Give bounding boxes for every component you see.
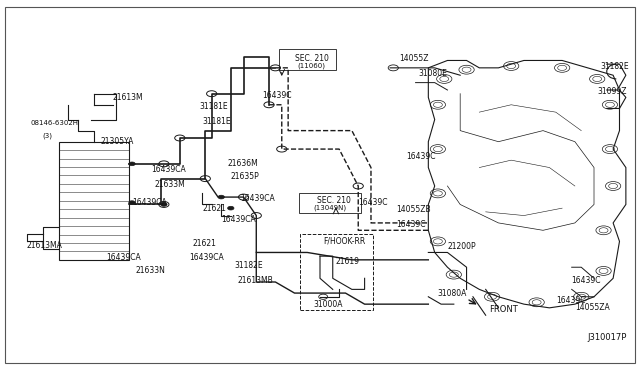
Text: 16439C: 16439C [396,220,426,229]
Text: 31080E: 31080E [419,69,447,78]
Text: 16439C: 16439C [358,198,388,207]
Text: 31000A: 31000A [314,300,343,309]
Text: 21636M: 21636M [228,159,259,169]
Bar [300,234,373,310]
Text: 16439C: 16439C [572,276,601,285]
Text: 31181E: 31181E [202,117,231,126]
Text: 16439CA: 16439CA [221,215,256,224]
Circle shape [129,201,135,205]
Text: J310017P: J310017P [588,333,627,342]
Text: 08146-6302H: 08146-6302H [30,120,78,126]
Text: (3): (3) [43,133,53,140]
Text: 31181E: 31181E [199,102,228,111]
Text: 21621: 21621 [202,203,226,213]
Text: 21633N: 21633N [135,266,165,275]
Text: 16439C: 16439C [262,91,292,100]
Text: 31182E: 31182E [600,61,629,71]
Text: 21613M: 21613M [113,93,143,102]
Text: 21635P: 21635P [231,172,260,181]
Circle shape [129,162,135,166]
Text: 31080A: 31080A [438,289,467,298]
Text: (13049N): (13049N) [314,205,347,211]
Text: 16439CA: 16439CA [189,253,224,263]
Text: 21621: 21621 [193,239,216,248]
Text: (11060): (11060) [298,63,326,69]
Bar [278,49,336,70]
Text: 21305YA: 21305YA [100,137,134,146]
Text: 21633M: 21633M [154,180,185,189]
Text: 14055Z: 14055Z [399,54,429,63]
Text: 16439CA: 16439CA [151,165,186,174]
Text: 16439C: 16439C [556,296,585,305]
Text: 31099Z: 31099Z [597,87,627,96]
Text: 21619: 21619 [336,257,360,266]
Bar [299,193,362,213]
Text: 31182E: 31182E [234,261,262,270]
Text: 21613MA: 21613MA [27,241,63,250]
Text: 16439CA: 16439CA [106,253,141,263]
Bar [59,142,129,260]
Text: 16439CA: 16439CA [132,198,167,207]
Text: FRONT: FRONT [489,305,518,314]
Text: 14055ZA: 14055ZA [575,303,610,312]
Text: 21200P: 21200P [447,243,476,251]
Text: F/HOOK-RR: F/HOOK-RR [323,237,365,246]
Text: 14055ZB: 14055ZB [396,205,431,215]
Text: SEC. 210: SEC. 210 [294,54,328,63]
Circle shape [218,195,225,199]
Text: 16439C: 16439C [406,152,436,161]
Text: 21613MB: 21613MB [237,276,273,285]
Circle shape [161,203,167,206]
Text: SEC. 210: SEC. 210 [317,196,351,205]
Circle shape [228,206,234,210]
Text: 16439CA: 16439CA [241,195,275,203]
